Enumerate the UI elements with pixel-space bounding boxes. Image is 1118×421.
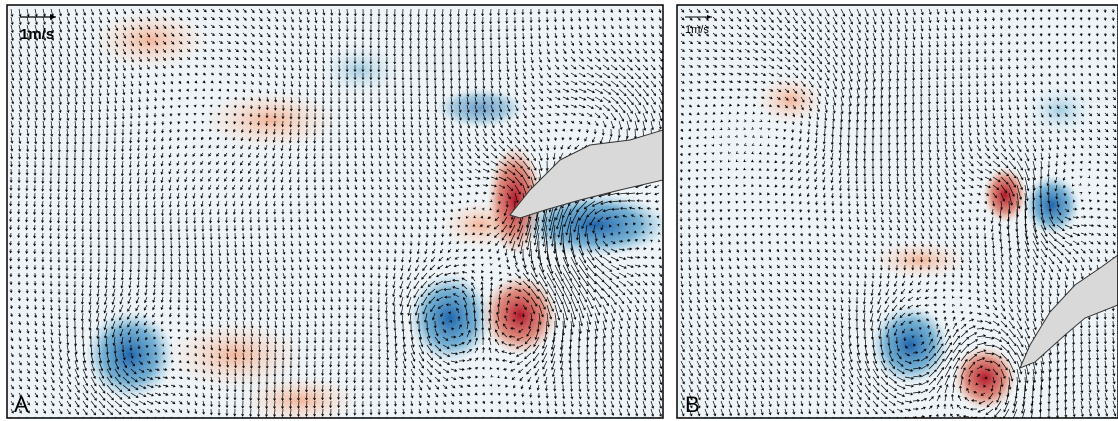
- blob: [200, 90, 340, 150]
- panel-a: [7, 5, 663, 418]
- scale-label: 1m/s: [685, 24, 709, 36]
- panel-label: B: [685, 392, 700, 417]
- blob: [320, 45, 400, 95]
- fin: [509, 129, 663, 219]
- scale-label: 1m/s: [20, 26, 54, 43]
- vector-field: [679, 8, 1117, 418]
- panel-b: [677, 5, 1118, 418]
- vorticity-field: [755, 75, 1095, 410]
- scale-arrow-head: [707, 15, 712, 19]
- panel-label: A: [14, 392, 29, 417]
- blob: [953, 346, 1017, 410]
- vector-field: [9, 8, 663, 418]
- blob: [435, 88, 525, 128]
- scale-arrow-head: [50, 14, 56, 20]
- panel-border: [676, 4, 1118, 419]
- scale-bar: 1m/s: [20, 14, 56, 43]
- blob: [482, 275, 558, 355]
- fin: [1019, 254, 1118, 369]
- panel-border: [6, 4, 664, 419]
- blob: [870, 305, 950, 385]
- blob: [408, 273, 492, 363]
- blob: [90, 10, 210, 70]
- blob: [983, 167, 1027, 223]
- blob: [755, 75, 825, 125]
- blob: [1025, 85, 1095, 135]
- blob: [1024, 175, 1080, 235]
- scale-bar: 1m/s: [685, 15, 712, 36]
